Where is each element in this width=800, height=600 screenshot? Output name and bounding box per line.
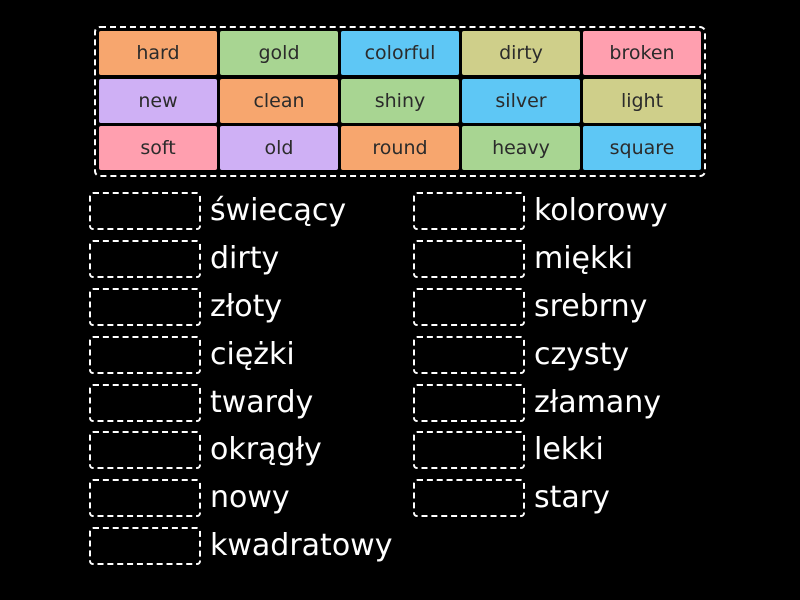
word-tile-colorful[interactable]: colorful <box>341 31 459 75</box>
target-word: czysty <box>534 337 630 372</box>
drop-slot-right_words-7[interactable] <box>413 479 525 517</box>
target-word: stary <box>534 480 610 515</box>
target-word: złamany <box>534 385 662 420</box>
word-tile-old[interactable]: old <box>220 126 338 170</box>
drop-slot-right_words-4[interactable] <box>413 336 525 374</box>
word-tile-round[interactable]: round <box>341 126 459 170</box>
target-word: ciężki <box>210 337 295 372</box>
target-word: świecący <box>210 193 347 228</box>
word-tile-clean[interactable]: clean <box>220 79 338 123</box>
drop-slot-left_words-8[interactable] <box>89 527 201 565</box>
drop-slot-left_words-5[interactable] <box>89 384 201 422</box>
word-tile-light[interactable]: light <box>583 79 701 123</box>
drop-slot-left_words-7[interactable] <box>89 479 201 517</box>
drop-slot-right_words-3[interactable] <box>413 288 525 326</box>
word-tile-heavy[interactable]: heavy <box>462 126 580 170</box>
word-tile-broken[interactable]: broken <box>583 31 701 75</box>
target-word: złoty <box>210 289 283 324</box>
word-tile-hard[interactable]: hard <box>99 31 217 75</box>
drop-slot-right_words-6[interactable] <box>413 431 525 469</box>
target-word: okrągły <box>210 432 322 467</box>
drop-slot-right_words-2[interactable] <box>413 240 525 278</box>
word-tile-shiny[interactable]: shiny <box>341 79 459 123</box>
drop-slot-left_words-4[interactable] <box>89 336 201 374</box>
drop-slot-left_words-6[interactable] <box>89 431 201 469</box>
target-word: twardy <box>210 385 314 420</box>
drop-slot-left_words-1[interactable] <box>89 192 201 230</box>
word-bank <box>94 26 706 177</box>
word-tile-silver[interactable]: silver <box>462 79 580 123</box>
drop-slot-right_words-5[interactable] <box>413 384 525 422</box>
word-tile-new[interactable]: new <box>99 79 217 123</box>
drop-slot-left_words-3[interactable] <box>89 288 201 326</box>
target-word: kwadratowy <box>210 528 393 563</box>
drop-slot-left_words-2[interactable] <box>89 240 201 278</box>
word-tile-square[interactable]: square <box>583 126 701 170</box>
word-tile-gold[interactable]: gold <box>220 31 338 75</box>
drop-slot-right_words-1[interactable] <box>413 192 525 230</box>
word-tile-soft[interactable]: soft <box>99 126 217 170</box>
target-word: srebrny <box>534 289 648 324</box>
target-word: lekki <box>534 432 604 467</box>
target-word: kolorowy <box>534 193 668 228</box>
target-word: miękki <box>534 241 634 276</box>
target-word: nowy <box>210 480 290 515</box>
target-word: dirty <box>210 241 280 276</box>
word-tile-dirty[interactable]: dirty <box>462 31 580 75</box>
